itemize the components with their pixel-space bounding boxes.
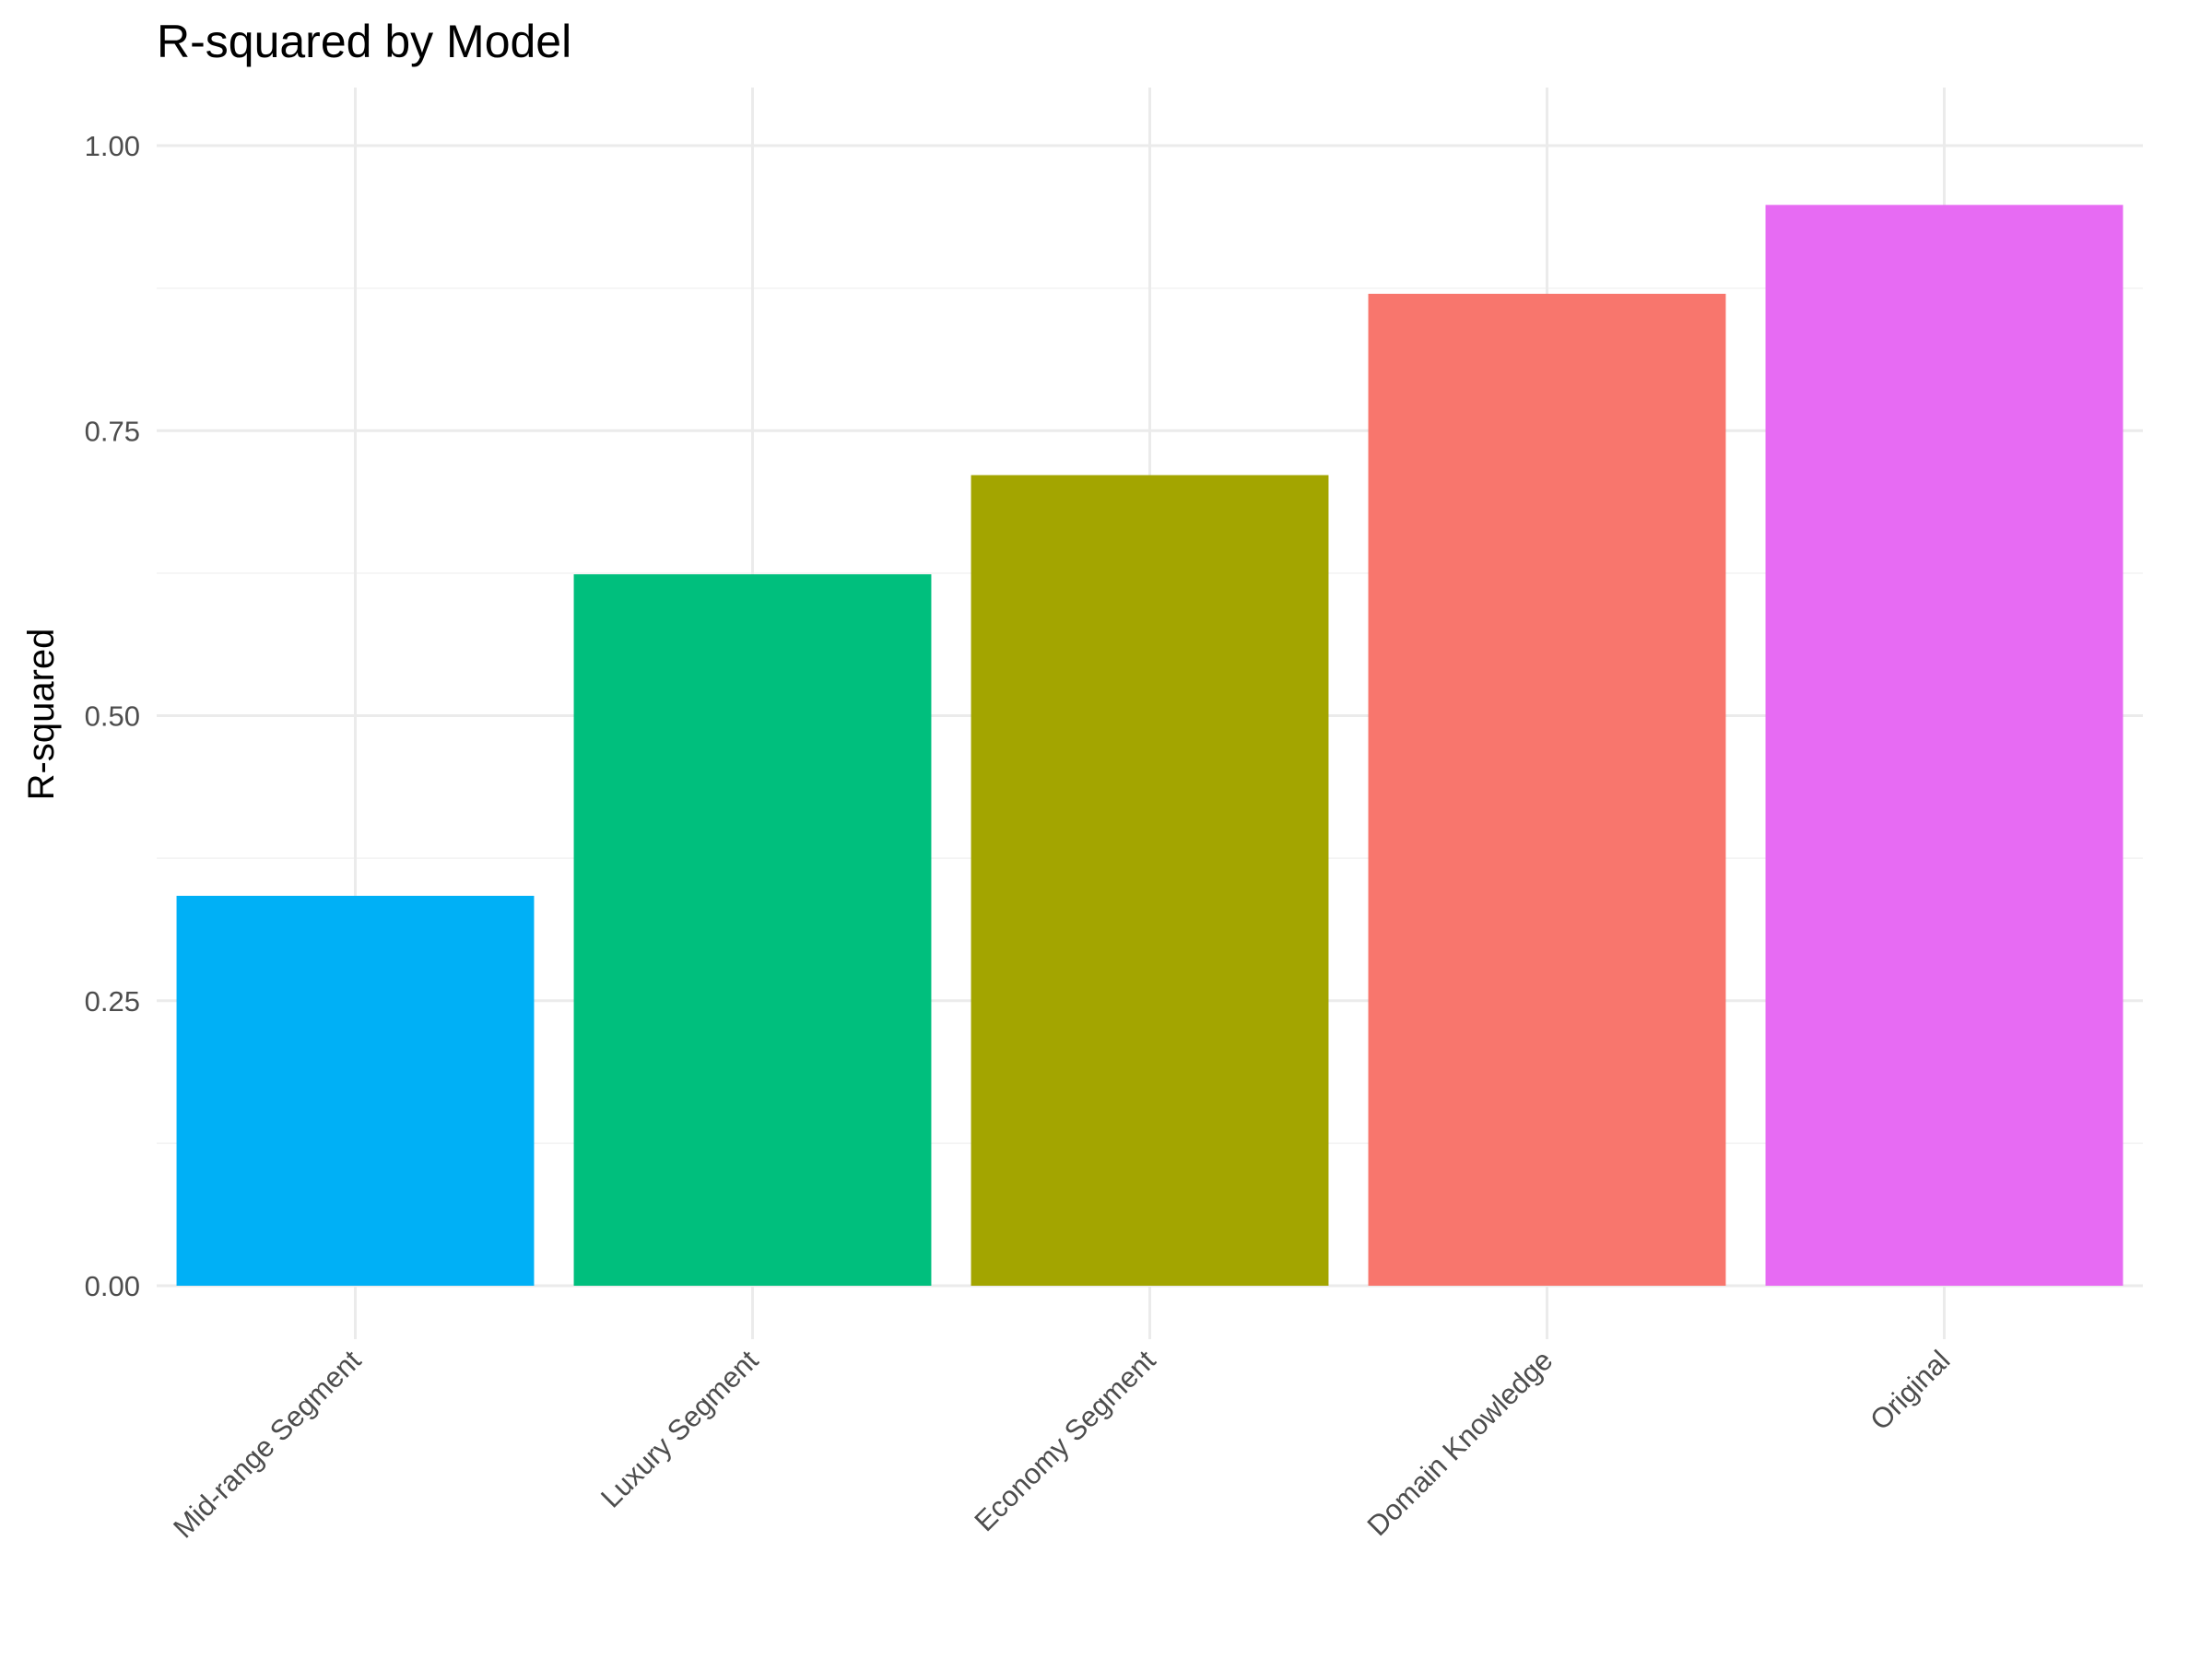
chart-title: R-squared by Model bbox=[157, 16, 571, 67]
bars bbox=[176, 205, 2124, 1287]
y-tick-label: 0.25 bbox=[85, 985, 140, 1018]
bar-economy-segment bbox=[971, 475, 1329, 1286]
y-tick-label: 0.75 bbox=[85, 415, 140, 447]
y-axis-title: R-squared bbox=[21, 629, 62, 801]
y-axis-ticks: 0.00 0.25 0.50 0.75 1.00 bbox=[85, 130, 140, 1302]
bar-domain-knowledge bbox=[1368, 293, 1726, 1286]
bar-mid-range-segment bbox=[176, 895, 535, 1286]
bar-original bbox=[1765, 205, 2124, 1287]
bar-luxury-segment bbox=[573, 574, 932, 1286]
y-tick-label: 1.00 bbox=[85, 130, 140, 162]
y-tick-label: 0.50 bbox=[85, 700, 140, 733]
y-tick-label: 0.00 bbox=[85, 1270, 140, 1302]
